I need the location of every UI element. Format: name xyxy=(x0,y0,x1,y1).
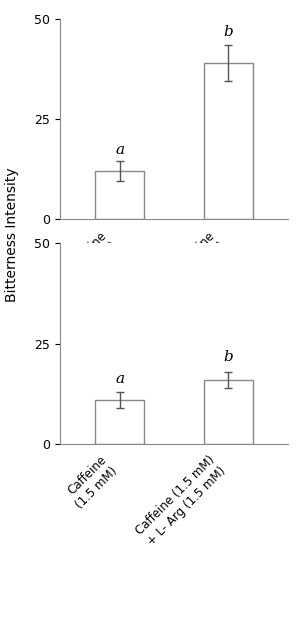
Bar xyxy=(95,399,144,444)
Bar xyxy=(204,63,253,219)
Text: b: b xyxy=(224,350,233,364)
Bar xyxy=(95,171,144,219)
Text: b: b xyxy=(224,25,233,39)
Text: a: a xyxy=(115,372,124,385)
Text: a: a xyxy=(115,143,124,157)
Text: Bitterness Intensity: Bitterness Intensity xyxy=(5,167,19,302)
Bar xyxy=(204,380,253,444)
